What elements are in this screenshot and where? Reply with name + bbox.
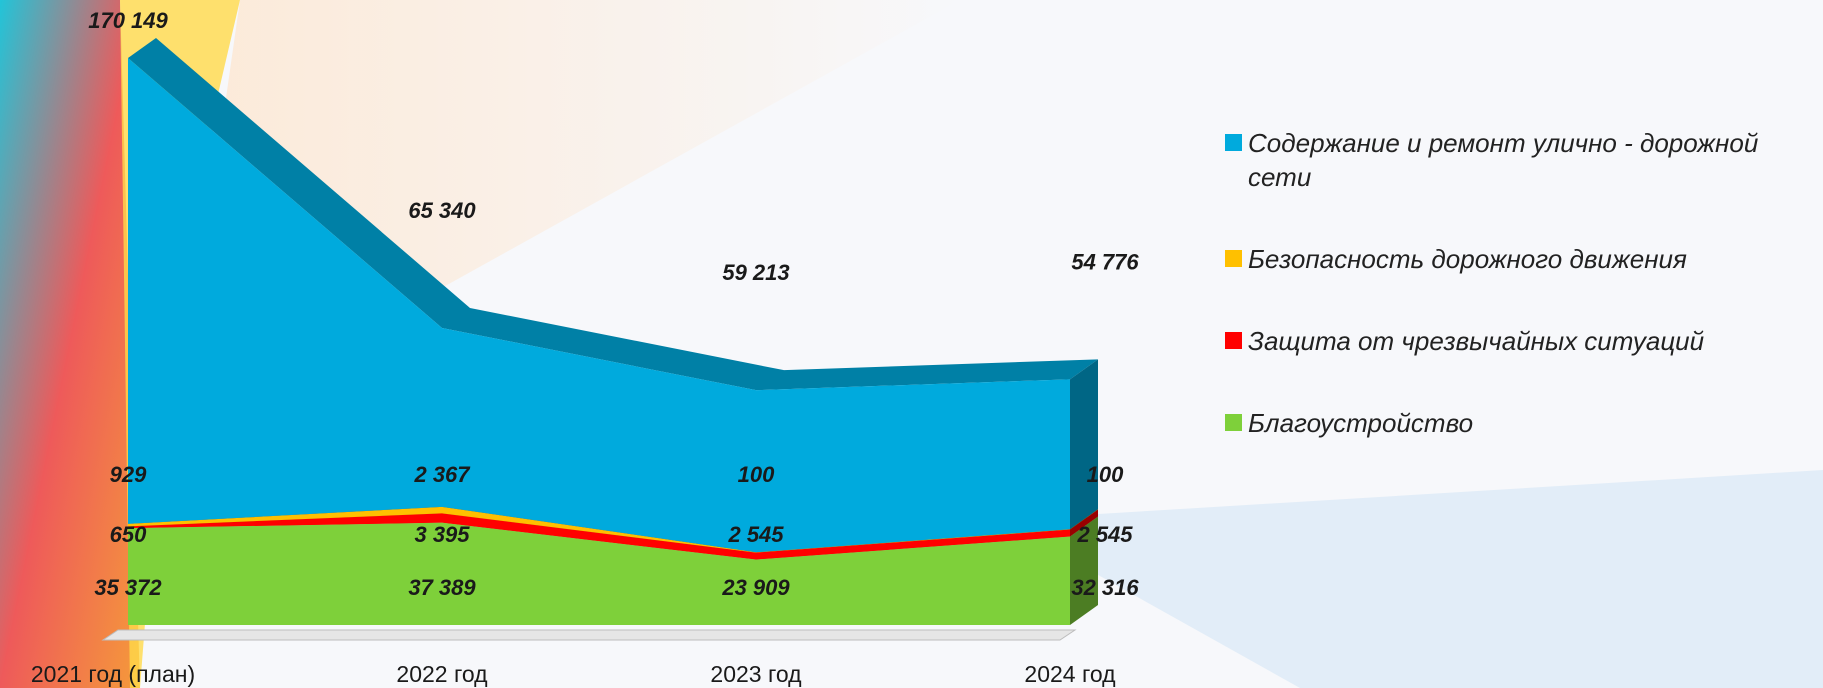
x-tick-label: 2022 год [396,661,488,687]
data-label: 59 213 [722,260,789,285]
chart-floor [103,630,1075,640]
x-tick-label: 2021 год (план) [31,661,195,687]
data-label: 35 372 [94,575,162,600]
legend-label: Благоустройство [1248,406,1473,440]
data-label: 32 316 [1071,575,1139,600]
data-label: 37 389 [408,575,476,600]
legend-item: Безопасность дорожного движения [1225,242,1815,276]
legend: Содержание и ремонт улично - дорожной се… [1225,126,1815,488]
legend-swatch [1225,250,1242,267]
data-label: 650 [110,522,147,547]
legend-swatch [1225,134,1242,151]
data-label: 170 149 [88,8,168,33]
data-label: 100 [738,462,775,487]
legend-swatch [1225,414,1242,431]
data-label: 2 367 [413,462,471,487]
x-tick-label: 2024 год [1024,661,1116,687]
legend-label: Защита от чрезвычайных ситуаций [1248,324,1704,358]
data-label: 54 776 [1071,249,1139,274]
data-label: 929 [110,462,147,487]
data-label: 2 545 [727,522,784,547]
legend-item: Защита от чрезвычайных ситуаций [1225,324,1815,358]
legend-swatch [1225,332,1242,349]
data-label: 65 340 [408,198,476,223]
legend-label: Содержание и ремонт улично - дорожной се… [1248,126,1815,194]
legend-label: Безопасность дорожного движения [1248,242,1687,276]
data-label: 23 909 [721,575,790,600]
data-label: 2 545 [1076,522,1133,547]
legend-item: Содержание и ремонт улично - дорожной се… [1225,126,1815,194]
x-tick-label: 2023 год [710,661,802,687]
data-label: 3 395 [414,522,470,547]
page: 35 372 37 389 23 909 32 316 650 3 395 2 545 2 5… [0,0,1823,688]
data-label: 100 [1087,462,1124,487]
legend-item: Благоустройство [1225,406,1815,440]
area-side-face [1070,359,1098,529]
